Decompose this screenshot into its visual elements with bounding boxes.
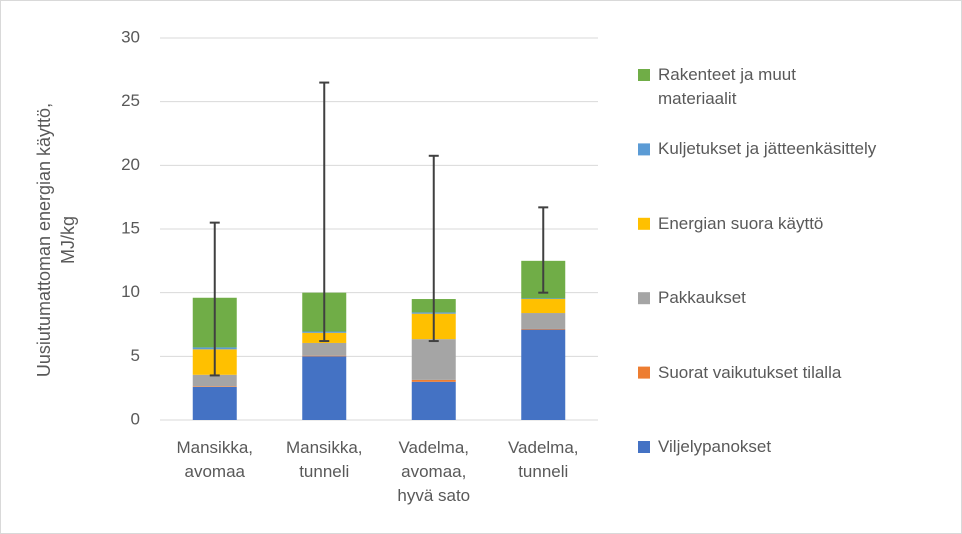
y-tick-label: 5 <box>131 346 140 365</box>
legend-swatch <box>638 217 650 230</box>
x-tick-label: Mansikka, tunneli <box>285 438 363 481</box>
error-bar <box>538 206 549 294</box>
bar-segment <box>521 313 566 329</box>
legend-label: Suorat vaikutukset tilalla <box>658 362 842 382</box>
legend-label: Pakkaukset <box>658 288 746 308</box>
x-tick-label: Vadelma, avomaa, hyvä sato <box>397 438 471 505</box>
bar-segment <box>521 328 566 330</box>
bar-segment <box>521 298 566 300</box>
bar-segment <box>192 386 237 387</box>
error-bar <box>319 81 330 343</box>
bar-segment <box>192 386 237 420</box>
legend-label: Viljelypanokset <box>658 437 772 456</box>
bar-segment <box>411 339 456 380</box>
bar-segment <box>302 356 347 420</box>
legend-label: Energian suora käyttö <box>658 213 824 233</box>
x-tick-label: Vadelma, tunneli <box>507 438 579 481</box>
bar-segment <box>521 329 566 420</box>
legend-label: Rakenteet ja muut materiaalit <box>658 65 796 108</box>
bar-segment <box>521 299 566 314</box>
bar-segment <box>192 374 237 387</box>
bar-segment <box>411 381 456 420</box>
bar-segment <box>302 342 347 356</box>
error-bar <box>209 221 220 377</box>
y-tick-label: 30 <box>121 27 140 46</box>
x-tick-label: Mansikka, avomaa <box>176 438 254 481</box>
legend-swatch <box>638 292 650 305</box>
error-bar <box>428 154 439 343</box>
y-tick-label: 0 <box>131 409 140 428</box>
legend-swatch <box>638 366 650 379</box>
y-tick-label: 20 <box>121 155 140 174</box>
y-tick-label: 10 <box>121 282 140 301</box>
legend-label: Kuljetukset ja jätteenkäsittely <box>658 139 877 159</box>
y-tick-label: 15 <box>121 218 140 237</box>
legend-swatch <box>638 143 650 156</box>
y-tick-label: 25 <box>121 91 140 110</box>
bar-segment <box>302 355 347 357</box>
legend-swatch <box>638 441 650 453</box>
legend-swatch <box>638 69 650 81</box>
bar-segment <box>411 379 456 382</box>
y-axis-label: Uusiutumattoman energian käyttö, MJ/kg <box>34 102 78 378</box>
